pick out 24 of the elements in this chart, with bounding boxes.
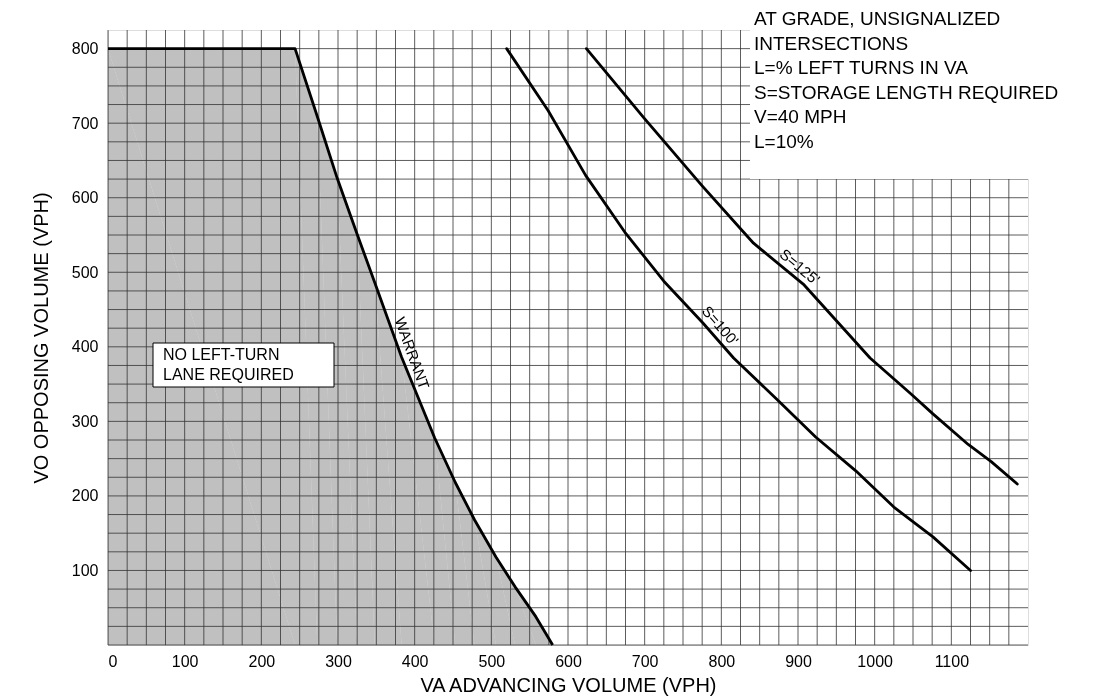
- y-tick-label: 100: [71, 561, 99, 579]
- annotation: AT GRADE, UNSIGNALIZED INTERSECTIONS L=% LEFT TURNS IN VA S=STORAGE LENGTH REQUIRED V=40 MPH L=10%: [754, 8, 1059, 152]
- y-tick-label: 200: [71, 487, 99, 505]
- x-tick-label: 700: [631, 652, 659, 670]
- x-tick-label: 900: [785, 652, 812, 670]
- x-axis-title: VA ADVANCING VOLUME (VPH): [420, 673, 717, 696]
- y-tick-label: 800: [71, 40, 99, 58]
- x-tick-label: 0: [108, 652, 118, 670]
- x-tick-label: 300: [325, 652, 352, 670]
- x-tick-label: 600: [555, 652, 582, 670]
- y-axis-title: VO OPPOSING VOLUME (VPH): [29, 192, 52, 484]
- y-tick-label: 300: [71, 412, 99, 430]
- x-tick-label: 800: [708, 652, 736, 670]
- y-tick-label: 600: [71, 189, 99, 207]
- annotation: NO LEFT-TURN LANE REQUIRED: [163, 346, 294, 383]
- x-tick-label: 100: [171, 652, 199, 670]
- y-tick-label: 400: [71, 338, 99, 356]
- x-tick-label: 200: [248, 652, 276, 670]
- x-tick-label: 1100: [934, 652, 970, 670]
- x-tick-label: 400: [401, 652, 429, 670]
- y-tick-label: 700: [71, 114, 99, 132]
- x-tick-label: 1000: [857, 652, 894, 670]
- x-tick-label: 500: [478, 652, 506, 670]
- y-tick-label: 500: [71, 263, 99, 281]
